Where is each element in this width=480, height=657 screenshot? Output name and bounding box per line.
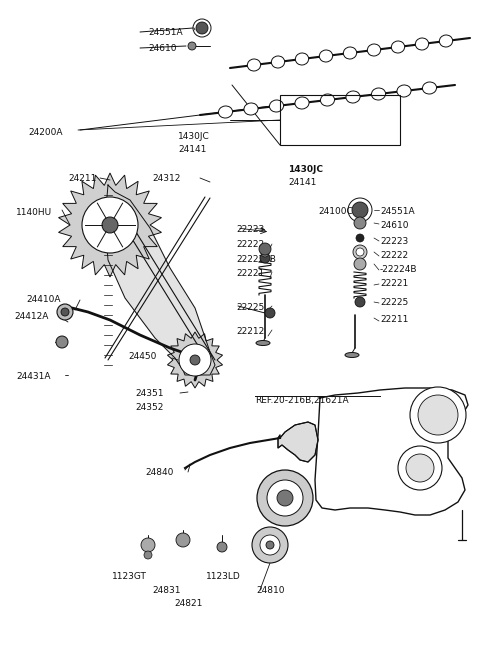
- Circle shape: [188, 42, 196, 50]
- Text: REF.20-216B,21621A: REF.20-216B,21621A: [255, 396, 348, 405]
- Text: 24100C: 24100C: [318, 207, 353, 216]
- Text: 24610: 24610: [380, 221, 408, 230]
- Text: 24211: 24211: [68, 174, 96, 183]
- Ellipse shape: [343, 47, 357, 59]
- Circle shape: [354, 217, 366, 229]
- Circle shape: [56, 336, 68, 348]
- Circle shape: [196, 22, 208, 34]
- Circle shape: [144, 551, 152, 559]
- Text: 22212: 22212: [236, 327, 264, 336]
- Circle shape: [277, 490, 293, 506]
- Text: 22221: 22221: [380, 279, 408, 288]
- Text: 1123LD: 1123LD: [206, 572, 241, 581]
- Circle shape: [267, 480, 303, 516]
- Ellipse shape: [372, 88, 385, 100]
- Text: 22221: 22221: [236, 269, 264, 278]
- Circle shape: [179, 344, 211, 376]
- Text: 22222: 22222: [236, 240, 264, 249]
- Text: 22225: 22225: [380, 298, 408, 307]
- Ellipse shape: [295, 97, 309, 109]
- Text: 1140HU: 1140HU: [16, 208, 52, 217]
- Circle shape: [398, 446, 442, 490]
- Ellipse shape: [218, 106, 232, 118]
- Circle shape: [141, 538, 155, 552]
- Circle shape: [259, 243, 271, 255]
- Text: 24431A: 24431A: [16, 372, 50, 381]
- Ellipse shape: [319, 50, 333, 62]
- Text: 22225: 22225: [236, 303, 264, 312]
- Text: 22223: 22223: [236, 225, 264, 234]
- Text: 22223: 22223: [380, 237, 408, 246]
- Circle shape: [260, 253, 270, 263]
- Text: -22224B: -22224B: [380, 265, 418, 274]
- Ellipse shape: [397, 85, 411, 97]
- Circle shape: [102, 217, 118, 233]
- Circle shape: [352, 202, 368, 218]
- Circle shape: [252, 527, 288, 563]
- Circle shape: [190, 355, 200, 365]
- Text: 24551A: 24551A: [148, 28, 182, 37]
- Circle shape: [260, 535, 280, 555]
- Ellipse shape: [321, 94, 335, 106]
- Polygon shape: [278, 422, 318, 462]
- Text: 24810: 24810: [256, 586, 285, 595]
- Circle shape: [354, 258, 366, 270]
- Text: 24610: 24610: [148, 44, 177, 53]
- Circle shape: [266, 541, 274, 549]
- Circle shape: [356, 234, 364, 242]
- Text: 24831: 24831: [152, 586, 180, 595]
- Text: 24551A: 24551A: [380, 207, 415, 216]
- Ellipse shape: [367, 44, 381, 56]
- Circle shape: [176, 533, 190, 547]
- Polygon shape: [168, 332, 223, 388]
- Polygon shape: [105, 185, 215, 375]
- Ellipse shape: [345, 353, 359, 357]
- Text: 24352: 24352: [135, 403, 163, 412]
- Circle shape: [265, 308, 275, 318]
- Text: 24141: 24141: [288, 178, 316, 187]
- Circle shape: [356, 248, 364, 256]
- Ellipse shape: [295, 53, 309, 65]
- Ellipse shape: [247, 59, 261, 71]
- Circle shape: [355, 297, 365, 307]
- Text: 24412A: 24412A: [14, 312, 48, 321]
- Text: 24840: 24840: [145, 468, 173, 477]
- Circle shape: [217, 542, 227, 552]
- Ellipse shape: [256, 340, 270, 346]
- Ellipse shape: [346, 91, 360, 103]
- Circle shape: [257, 470, 313, 526]
- Text: 24821: 24821: [174, 599, 203, 608]
- Text: 24200A: 24200A: [28, 128, 62, 137]
- Circle shape: [410, 387, 466, 443]
- Circle shape: [57, 304, 73, 320]
- Text: 1430JC: 1430JC: [288, 165, 323, 174]
- Text: 24410A: 24410A: [26, 295, 60, 304]
- Text: 24312: 24312: [152, 174, 180, 183]
- Ellipse shape: [271, 56, 285, 68]
- Circle shape: [261, 249, 269, 257]
- Circle shape: [353, 245, 367, 259]
- Text: 24450: 24450: [128, 352, 156, 361]
- Text: 24141: 24141: [178, 145, 206, 154]
- Circle shape: [418, 395, 458, 435]
- Ellipse shape: [415, 38, 429, 50]
- Text: 24351: 24351: [135, 389, 164, 398]
- Circle shape: [406, 454, 434, 482]
- Ellipse shape: [244, 103, 258, 115]
- Ellipse shape: [391, 41, 405, 53]
- Circle shape: [82, 197, 138, 253]
- Text: 22222: 22222: [380, 251, 408, 260]
- Text: 22211: 22211: [380, 315, 408, 324]
- Text: 1123GT: 1123GT: [112, 572, 147, 581]
- Ellipse shape: [439, 35, 453, 47]
- Polygon shape: [59, 173, 161, 277]
- Text: 1430JC: 1430JC: [178, 132, 210, 141]
- Circle shape: [61, 308, 69, 316]
- Ellipse shape: [269, 100, 284, 112]
- Bar: [280, 95, 400, 145]
- Text: 222224B: 222224B: [236, 255, 276, 264]
- Ellipse shape: [422, 82, 436, 94]
